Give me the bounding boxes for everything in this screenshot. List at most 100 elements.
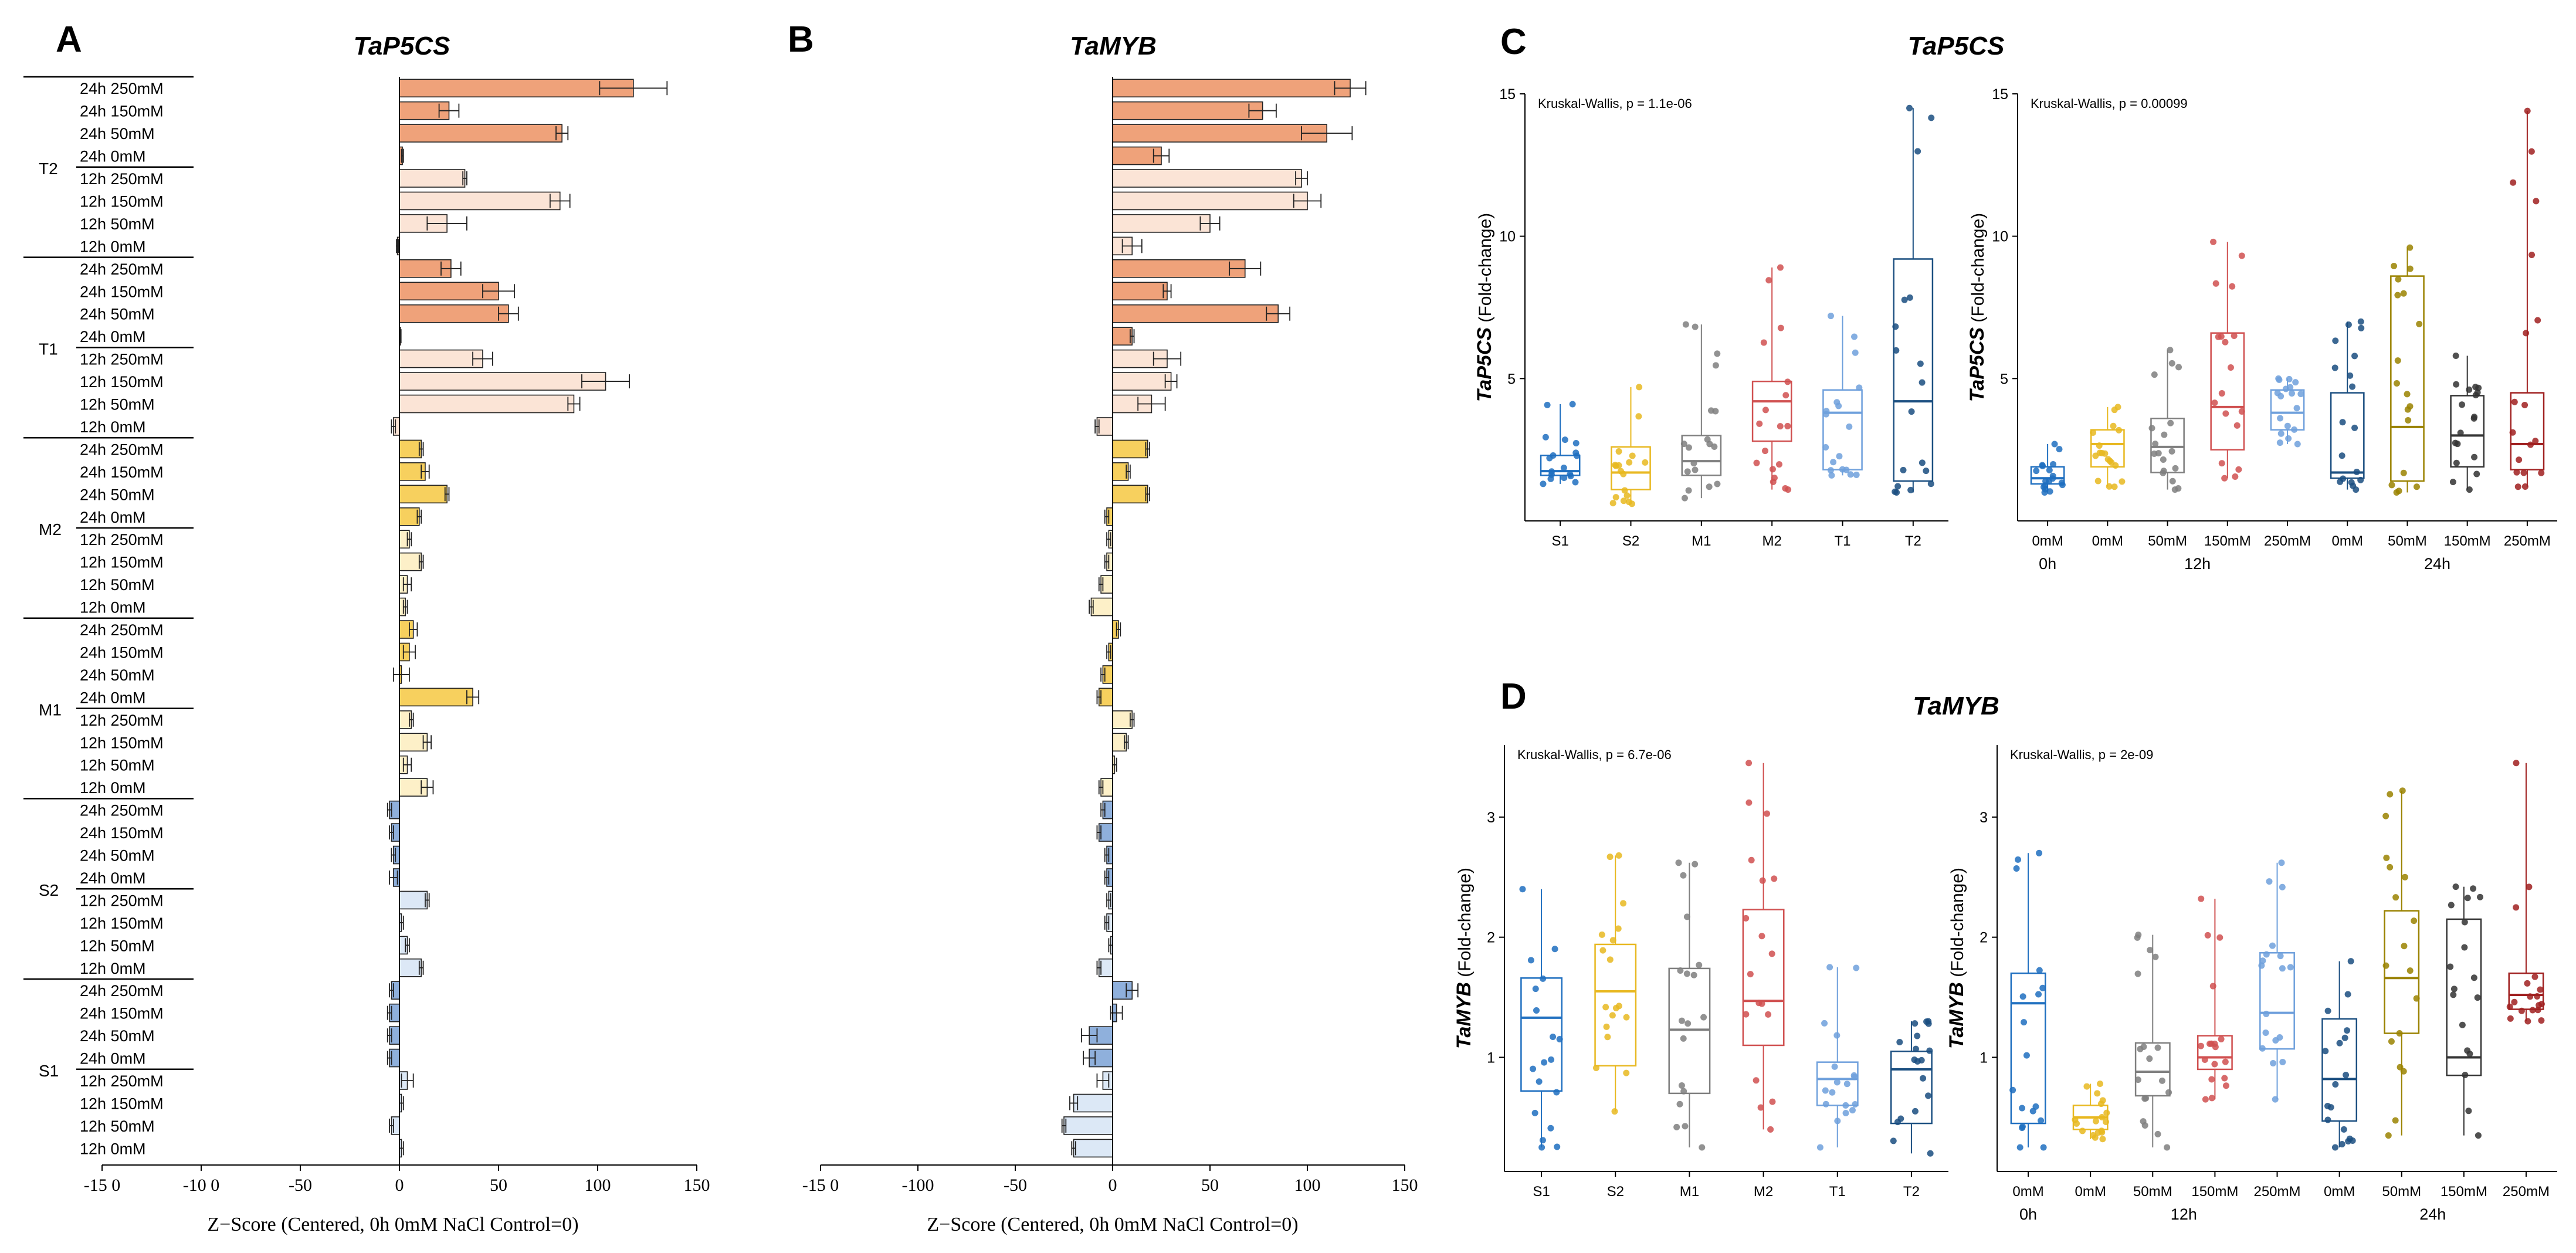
y-axis-label: TaMYB (Fold-change) [1453, 868, 1475, 1049]
data-point [2096, 442, 2103, 449]
data-point [1531, 1109, 1538, 1116]
box [2259, 952, 2295, 1050]
data-point [2394, 292, 2401, 299]
data-point [2167, 347, 2174, 354]
data-point [2400, 469, 2407, 476]
data-point [1834, 1117, 1841, 1125]
box [1668, 967, 1711, 1095]
y-tick-label: 3 [1487, 810, 1495, 826]
data-point [2279, 1058, 2286, 1065]
data-point [2211, 399, 2218, 407]
data-point [1540, 975, 1547, 982]
y-tick-label: 15 [1499, 86, 1516, 103]
data-point [2279, 883, 2286, 890]
box [2321, 1018, 2358, 1122]
data-point [1532, 986, 1539, 993]
box [1751, 380, 1792, 442]
data-point [2099, 1097, 2106, 1104]
data-point [2218, 1035, 2225, 1042]
test-annotation: Kruskal-Wallis, p = 1.1e-06 [1538, 96, 1692, 111]
data-point [1826, 964, 1833, 971]
data-point [1569, 401, 1576, 408]
bar [399, 169, 466, 188]
data-point [2453, 459, 2460, 466]
data-point [1685, 444, 1692, 451]
panel-a-bar-chart: A TaP5CS T2 24h 250mM 24h 150mM 24h 50mM 24h 0… [23, 19, 710, 1235]
data-point [2147, 947, 2154, 954]
bar [1112, 462, 1129, 481]
data-point [2204, 932, 2211, 939]
data-point [2297, 391, 2304, 398]
data-point [1923, 468, 1930, 475]
data-point [2049, 475, 2056, 482]
data-point [2140, 1043, 2147, 1050]
data-point [2349, 383, 2356, 390]
data-point [1612, 494, 1619, 501]
y-axis-label: TaP5CS (Fold-change) [1966, 213, 1988, 402]
data-point [2537, 986, 2544, 993]
data-point [1623, 1069, 1630, 1076]
data-point [2238, 252, 2245, 259]
data-point [2033, 468, 2040, 475]
data-point [1829, 1089, 1836, 1096]
data-point [2099, 1136, 2106, 1143]
x-tick-label: 250mM [2503, 1184, 2550, 1200]
data-point [2009, 1086, 2016, 1093]
y-tick-label: 10 [1992, 229, 2008, 245]
data-point [2285, 435, 2292, 442]
data-point [1700, 1014, 1707, 1021]
data-point [2452, 883, 2459, 890]
data-point [1611, 1108, 1618, 1115]
data-point [2454, 441, 2461, 448]
row-label: 24h 50mM [80, 847, 155, 865]
x-tick-label: 250mM [2264, 533, 2311, 549]
data-point [1615, 1003, 1622, 1010]
data-point [2521, 483, 2528, 490]
data-point [1925, 1092, 1932, 1099]
row-label: 12h 150mM [80, 1095, 164, 1112]
genotype-label: M1 [39, 701, 62, 719]
y-axis-label: TaMYB (Fold-change) [1945, 868, 1968, 1049]
data-point [2094, 1090, 2101, 1097]
data-point [2536, 1002, 2543, 1009]
data-point [2453, 381, 2460, 388]
data-point [2534, 993, 2541, 1000]
data-point [2324, 1116, 2331, 1123]
data-point [2259, 1045, 2266, 1052]
data-point [1684, 468, 1691, 475]
data-point [1714, 350, 1721, 357]
data-point [1706, 483, 1713, 490]
y-label-unit: (Fold-change) [1476, 213, 1495, 327]
data-point [2099, 1113, 2106, 1120]
data-point [2097, 1081, 2104, 1088]
x-tick-label: 0 [395, 1176, 404, 1195]
data-point [2346, 1135, 2353, 1142]
data-point [2266, 878, 2273, 885]
data-point [1692, 323, 1699, 330]
box [1816, 1061, 1859, 1106]
row-label: 12h 250mM [80, 712, 164, 729]
data-point [1906, 294, 1913, 301]
data-point [2218, 390, 2225, 397]
data-point [1846, 423, 1853, 430]
bar [1112, 304, 1279, 323]
bar [1112, 439, 1148, 459]
x-tick-label: 100 [585, 1176, 611, 1195]
data-point [2270, 1059, 2277, 1066]
data-point [2215, 333, 2222, 340]
row-label: 24h 0mM [80, 689, 146, 706]
row-label: 12h 250mM [80, 531, 164, 548]
data-point [1926, 1047, 1933, 1054]
y-tick-label: 1 [1980, 1049, 1988, 1066]
data-point [2272, 1037, 2279, 1044]
data-point [1842, 1109, 1849, 1116]
data-point [2175, 485, 2182, 492]
bar [1090, 597, 1113, 617]
data-point [1620, 497, 1627, 504]
data-point [1856, 384, 1863, 391]
row-label: 24h 150mM [80, 1005, 164, 1022]
data-point [1849, 1107, 1856, 1114]
box [2010, 972, 2046, 1125]
data-point [2358, 324, 2365, 331]
